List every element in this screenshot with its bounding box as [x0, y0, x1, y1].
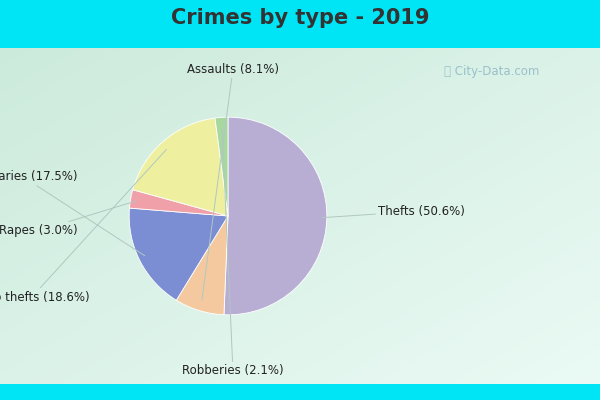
Wedge shape [176, 216, 228, 315]
Text: Assaults (8.1%): Assaults (8.1%) [187, 63, 279, 300]
Text: Robberies (2.1%): Robberies (2.1%) [182, 128, 284, 377]
Text: Thefts (50.6%): Thefts (50.6%) [322, 204, 465, 218]
Text: Auto thefts (18.6%): Auto thefts (18.6%) [0, 150, 166, 304]
Wedge shape [215, 117, 228, 216]
Text: Burglaries (17.5%): Burglaries (17.5%) [0, 170, 145, 256]
Wedge shape [133, 118, 228, 216]
Text: Rapes (3.0%): Rapes (3.0%) [0, 201, 136, 237]
Wedge shape [130, 190, 228, 216]
Wedge shape [224, 117, 327, 315]
Wedge shape [129, 208, 228, 300]
Text: Crimes by type - 2019: Crimes by type - 2019 [171, 8, 429, 28]
Text: ⓘ City-Data.com: ⓘ City-Data.com [445, 66, 539, 78]
